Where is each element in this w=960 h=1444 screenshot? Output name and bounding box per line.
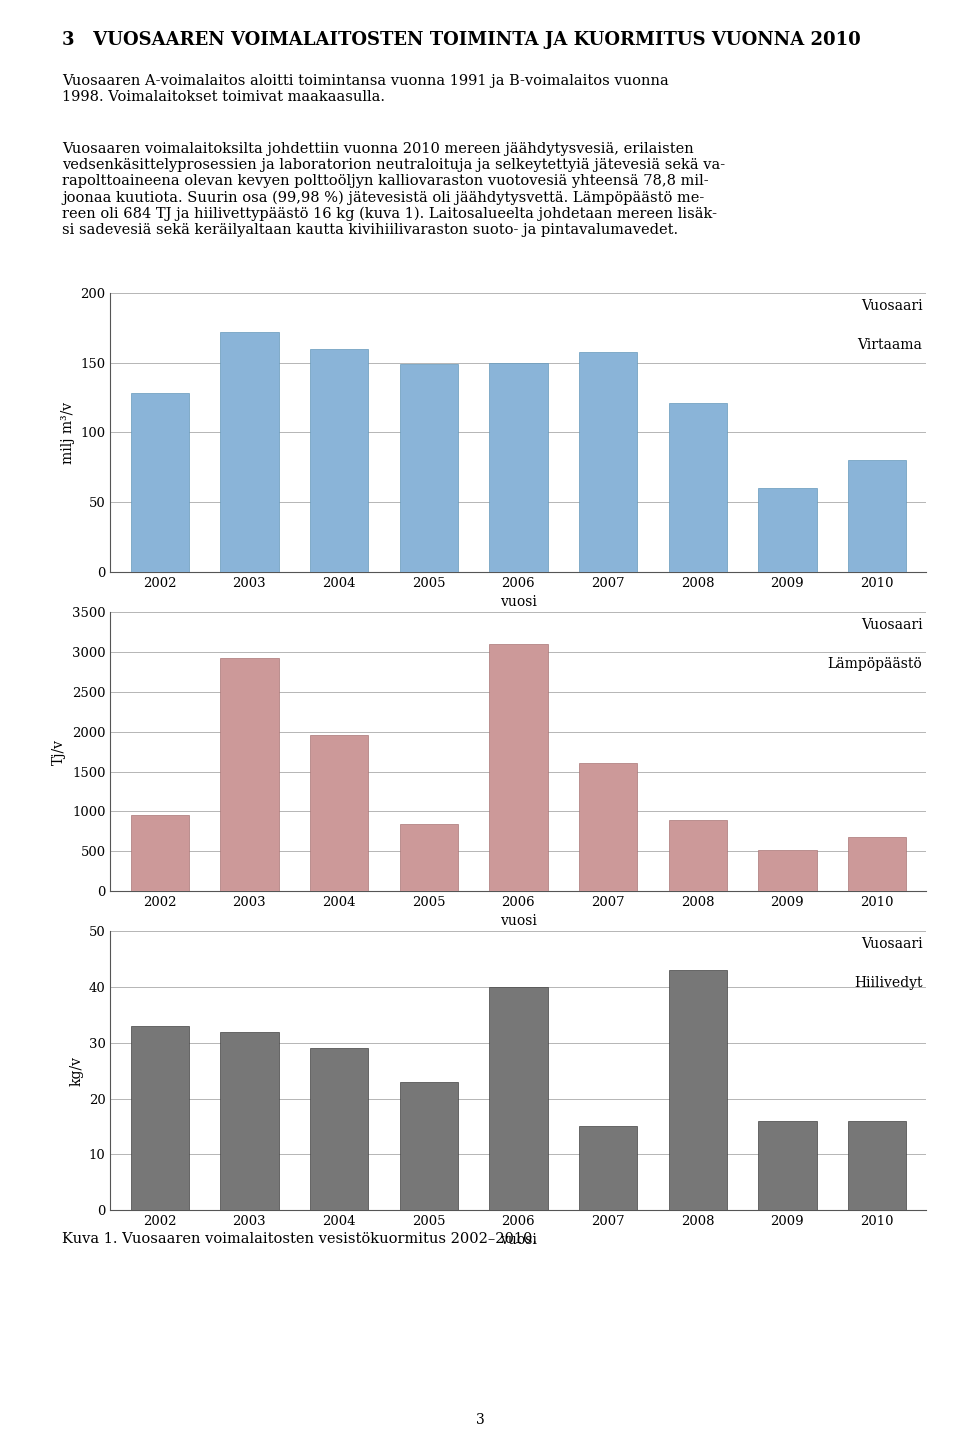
Bar: [490, 644, 547, 891]
Text: Lämpöpäästö: Lämpöpäästö: [828, 657, 923, 671]
Bar: [668, 970, 727, 1210]
Bar: [579, 1126, 637, 1210]
Bar: [848, 1121, 906, 1210]
Text: Hiilivedyt: Hiilivedyt: [853, 976, 923, 991]
Bar: [490, 988, 547, 1210]
Bar: [579, 352, 637, 572]
Bar: [310, 349, 369, 572]
Bar: [310, 1048, 369, 1210]
X-axis label: vuosi: vuosi: [500, 914, 537, 928]
Bar: [131, 816, 189, 891]
Bar: [668, 820, 727, 891]
Text: Kuva 1. Vuosaaren voimalaitosten vesistökuormitus 2002–2010.: Kuva 1. Vuosaaren voimalaitosten vesistö…: [62, 1232, 538, 1246]
Text: 3   VUOSAAREN VOIMALAITOSTEN TOIMINTA JA KUORMITUS VUONNA 2010: 3 VUOSAAREN VOIMALAITOSTEN TOIMINTA JA K…: [62, 32, 861, 49]
Text: Vuosaaren voimalaitoksilta johdettiin vuonna 2010 mereen jäähdytysvesiä, erilais: Vuosaaren voimalaitoksilta johdettiin vu…: [62, 142, 726, 237]
Bar: [220, 1031, 278, 1210]
Bar: [758, 488, 817, 572]
Bar: [131, 393, 189, 572]
Bar: [310, 735, 369, 891]
Bar: [848, 838, 906, 891]
Text: Vuosaari: Vuosaari: [861, 937, 923, 952]
Text: 3: 3: [475, 1412, 485, 1427]
Bar: [131, 1027, 189, 1210]
Bar: [668, 403, 727, 572]
Y-axis label: Tj/v: Tj/v: [53, 738, 66, 765]
Text: Vuosaari: Vuosaari: [861, 618, 923, 632]
Y-axis label: kg/v: kg/v: [69, 1056, 84, 1086]
Y-axis label: milj m³/v: milj m³/v: [60, 401, 75, 464]
Bar: [399, 364, 458, 572]
Bar: [579, 762, 637, 891]
X-axis label: vuosi: vuosi: [500, 595, 537, 609]
Bar: [399, 825, 458, 891]
Text: Vuosaaren A-voimalaitos aloitti toimintansa vuonna 1991 ja B-voimalaitos vuonna
: Vuosaaren A-voimalaitos aloitti toiminta…: [62, 74, 669, 104]
Bar: [758, 851, 817, 891]
Bar: [399, 1082, 458, 1210]
X-axis label: vuosi: vuosi: [500, 1233, 537, 1248]
Bar: [490, 362, 547, 572]
Bar: [220, 332, 278, 572]
Text: Virtaama: Virtaama: [857, 338, 923, 352]
Bar: [848, 461, 906, 572]
Text: Vuosaari: Vuosaari: [861, 299, 923, 313]
Bar: [220, 658, 278, 891]
Bar: [758, 1121, 817, 1210]
